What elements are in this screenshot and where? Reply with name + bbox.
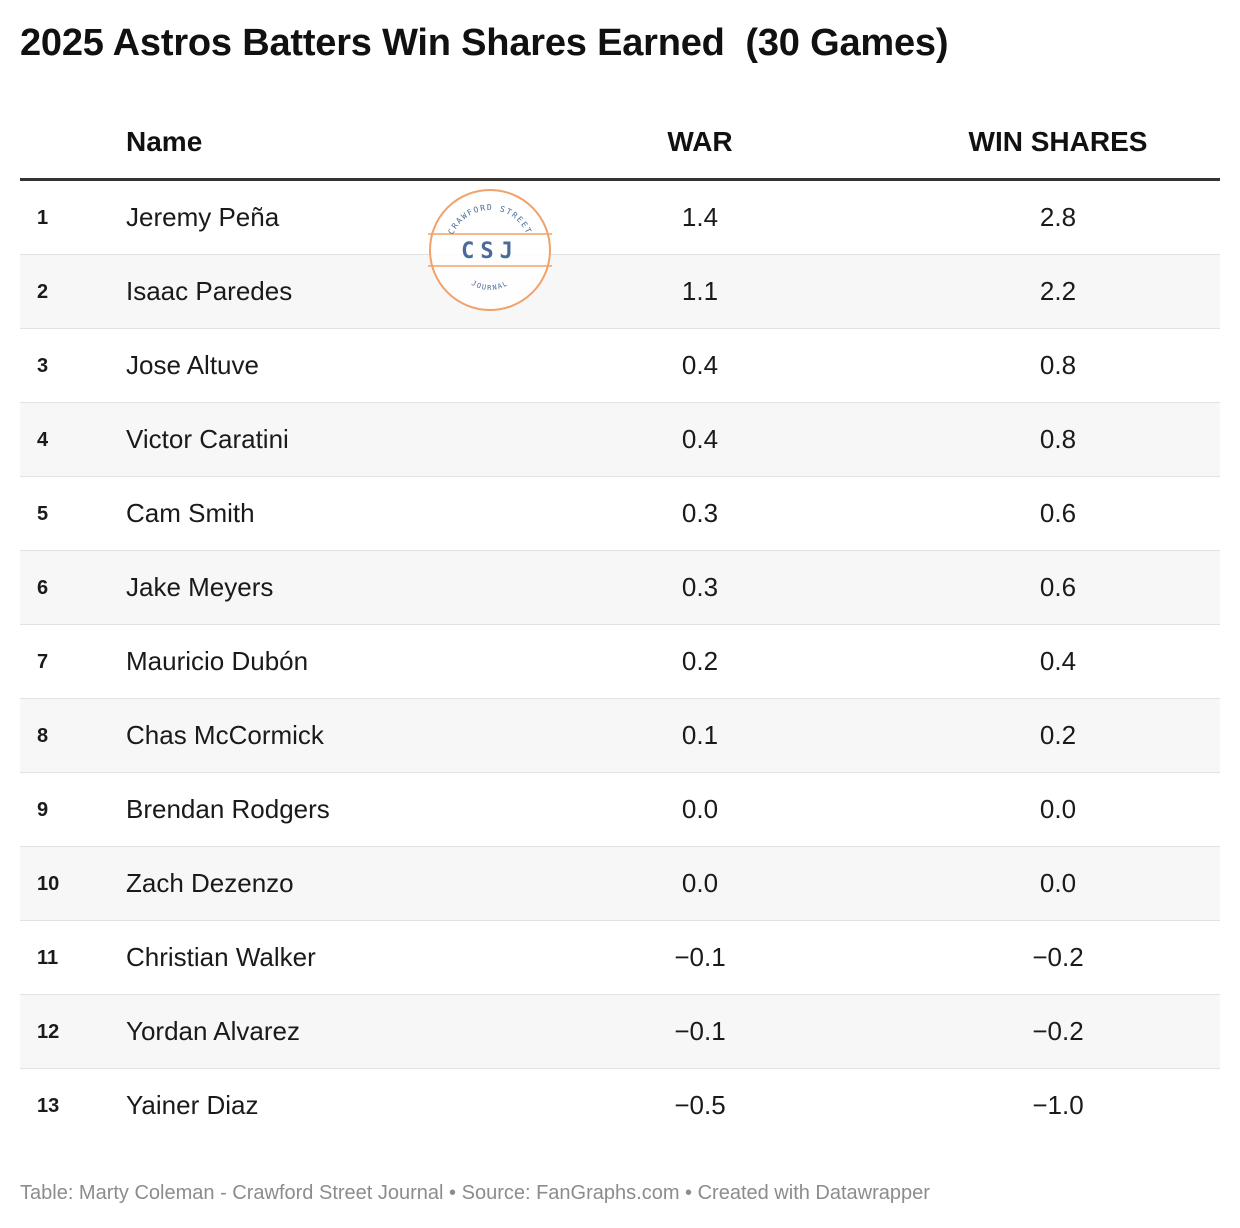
table-row: 9 Brendan Rodgers 0.0 0.0 xyxy=(20,773,1220,847)
rank-cell: 12 xyxy=(37,1021,60,1043)
table-row: 2 Isaac Paredes 1.1 2.2 xyxy=(20,255,1220,329)
war-cell: 0.4 xyxy=(681,424,719,454)
war-cell: 0.1 xyxy=(681,720,719,750)
column-header-win-shares: WIN SHARES xyxy=(968,126,1148,157)
win-shares-cell: 0.4 xyxy=(1039,646,1077,676)
table-row: 11 Christian Walker −0.1 −0.2 xyxy=(20,921,1220,995)
player-name-cell: Yordan Alvarez xyxy=(126,1016,300,1046)
win-shares-cell: 0.8 xyxy=(1039,424,1077,454)
war-cell: 0.3 xyxy=(681,498,719,528)
table-header: Name WAR WIN SHARES xyxy=(20,108,1220,181)
player-name-cell: Jake Meyers xyxy=(126,572,274,602)
logo-center-text: CSJ xyxy=(461,239,519,264)
rank-cell: 5 xyxy=(37,503,49,525)
player-name-cell: Zach Dezenzo xyxy=(126,868,294,898)
player-name-cell: Victor Caratini xyxy=(126,424,289,454)
war-cell: −0.1 xyxy=(674,942,726,972)
war-cell: 1.1 xyxy=(681,276,719,306)
table-row: 12 Yordan Alvarez −0.1 −0.2 xyxy=(20,995,1220,1069)
table-row: 4 Victor Caratini 0.4 0.8 xyxy=(20,403,1220,477)
war-cell: 0.2 xyxy=(681,646,719,676)
player-name-cell: Mauricio Dubón xyxy=(126,646,309,676)
war-cell: −0.1 xyxy=(674,1016,726,1046)
player-name-cell: Jeremy Peña xyxy=(126,202,280,232)
player-name-cell: Brendan Rodgers xyxy=(126,794,330,824)
data-table: Name WAR WIN SHARES 1 Jeremy Peña 1.4 2.8 2 I… xyxy=(20,108,1220,1142)
table-row: 5 Cam Smith 0.3 0.6 xyxy=(20,477,1220,551)
table-row: 13 Yainer Diaz −0.5 −1.0 xyxy=(20,1069,1220,1142)
win-shares-cell: −0.2 xyxy=(1032,942,1084,972)
win-shares-cell: 0.6 xyxy=(1039,572,1077,602)
column-header-war: WAR xyxy=(667,126,733,157)
table-body: 1 Jeremy Peña 1.4 2.8 2 Isaac Paredes 1.1 2.2 3 J… xyxy=(20,181,1220,1142)
csj-logo: CRAWFORD STREET CSJ JOURNAL xyxy=(428,189,552,311)
player-name-cell: Cam Smith xyxy=(126,498,255,528)
rank-cell: 4 xyxy=(37,429,49,451)
win-shares-cell: 2.2 xyxy=(1039,276,1077,306)
table-row: 7 Mauricio Dubón 0.2 0.4 xyxy=(20,625,1220,699)
war-cell: −0.5 xyxy=(674,1090,726,1120)
rank-cell: 1 xyxy=(37,207,49,229)
win-shares-cell: 0.0 xyxy=(1039,794,1077,824)
player-name-cell: Isaac Paredes xyxy=(126,276,293,306)
rank-cell: 2 xyxy=(37,281,49,303)
table-row: 8 Chas McCormick 0.1 0.2 xyxy=(20,699,1220,773)
player-name-cell: Jose Altuve xyxy=(126,350,259,380)
win-shares-cell: 2.8 xyxy=(1039,202,1077,232)
table-row: 10 Zach Dezenzo 0.0 0.0 xyxy=(20,847,1220,921)
player-name-cell: Christian Walker xyxy=(126,942,316,972)
page-title: 2025 Astros Batters Win Shares Earned (3… xyxy=(20,22,949,64)
column-header-name: Name xyxy=(126,126,203,157)
win-shares-cell: 0.8 xyxy=(1039,350,1077,380)
rank-cell: 3 xyxy=(37,355,49,377)
table-row: 1 Jeremy Peña 1.4 2.8 xyxy=(20,181,1220,255)
war-cell: 0.0 xyxy=(681,794,719,824)
rank-cell: 9 xyxy=(37,799,49,821)
player-name-cell: Yainer Diaz xyxy=(126,1090,259,1120)
win-shares-cell: 0.6 xyxy=(1039,498,1077,528)
win-shares-cell: 0.0 xyxy=(1039,868,1077,898)
rank-cell: 10 xyxy=(37,873,60,895)
win-shares-cell: −0.2 xyxy=(1032,1016,1084,1046)
table-row: 6 Jake Meyers 0.3 0.6 xyxy=(20,551,1220,625)
rank-cell: 8 xyxy=(37,725,49,747)
source-credit: Table: Marty Coleman - Crawford Street J… xyxy=(20,1182,930,1204)
player-name-cell: Chas McCormick xyxy=(126,720,324,750)
war-cell: 1.4 xyxy=(681,202,719,232)
war-cell: 0.4 xyxy=(681,350,719,380)
war-cell: 0.3 xyxy=(681,572,719,602)
war-cell: 0.0 xyxy=(681,868,719,898)
rank-cell: 7 xyxy=(37,651,49,673)
rank-cell: 13 xyxy=(37,1095,60,1117)
rank-cell: 11 xyxy=(37,947,59,969)
table-row: 3 Jose Altuve 0.4 0.8 xyxy=(20,329,1220,403)
rank-cell: 6 xyxy=(37,577,49,599)
win-shares-cell: −1.0 xyxy=(1032,1090,1084,1120)
win-shares-cell: 0.2 xyxy=(1039,720,1077,750)
